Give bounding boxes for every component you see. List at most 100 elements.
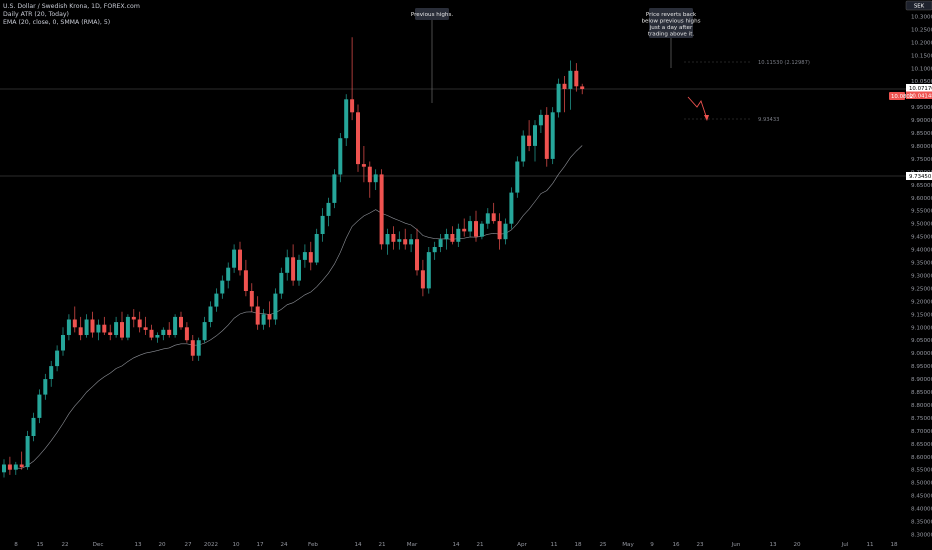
candle-body [444,234,449,240]
candle-body [432,247,437,253]
legend-symbol[interactable]: U.S. Dollar / Swedish Krona, 1D, FOREX.c… [3,3,140,10]
candle-body [190,340,195,356]
candle [556,78,561,118]
candle [137,311,142,333]
price-axis[interactable]: 10.3500010.3000010.2500010.2000010.15000… [889,0,932,538]
candle-body [568,70,573,89]
candle [267,301,272,328]
price-tick-label: 10.20000 [911,40,932,46]
price-tick-label: 9.25000 [911,286,932,292]
candle [37,389,42,424]
price-tick-label: 9.60000 [911,196,932,202]
price-tick-label: 8.40000 [911,507,932,513]
candle [409,234,414,253]
candle-body [243,270,248,291]
candle-body [409,239,414,245]
time-axis[interactable]: 8 15 22 Dec 13 20 27 2022 10 17 24 Feb 14 21 Mar 14 21 Ap… [14,542,898,548]
candle [66,314,71,341]
candle [332,169,337,209]
candle-body [485,213,490,224]
candle [249,283,254,312]
candle-body [344,99,349,139]
candle-body [420,270,425,289]
candle-body [161,329,166,335]
price-tick-label: 10.15000 [911,53,932,59]
candle [562,76,567,113]
legend-atr[interactable]: Daily ATR (20, Today) [3,11,69,18]
candle-body [291,257,296,281]
candle [226,262,231,289]
candle-body [72,319,77,328]
callout-text-reverts: trading above it. [648,32,695,38]
candle [43,373,48,400]
candle-body [155,335,160,338]
candle-body [503,223,508,240]
candle [415,228,419,276]
candle [90,311,95,338]
time-tick-label: 11 [550,542,558,548]
candle [515,156,520,198]
time-tick-label: 20 [793,542,801,548]
candle-body [308,252,313,263]
candle [509,187,514,229]
legend-ema[interactable]: EMA (20, close, 0, SMMA (RMA), 5) [3,19,111,26]
price-tick-label: 8.35000 [911,520,932,526]
candle-body [544,114,549,159]
candle-body [249,291,254,307]
candle [397,231,402,250]
candle [568,60,573,110]
candle-body [78,327,83,336]
candle-body [515,161,520,193]
candle-body [220,280,225,294]
time-tick-label: 10 [232,542,240,548]
price-tick-label: 8.95000 [911,364,932,370]
candle-body [214,293,219,307]
candle [25,430,30,470]
candle [527,120,532,152]
candle-body [173,316,178,335]
candle [580,83,585,95]
candle [19,451,24,470]
time-tick-label: Apr [517,542,527,548]
price-tick-label: 9.00000 [911,351,932,357]
candle-body [90,319,95,333]
candle [308,241,313,271]
candle-body [25,436,30,468]
candle-body [450,234,455,242]
price-tag-top-b-text: 10.04148 [909,93,932,99]
candle-body [131,316,136,320]
candle [243,259,248,297]
candle [84,314,89,338]
candle-body [208,306,213,322]
candle-body [326,202,331,216]
candle [255,296,260,330]
candle [438,234,443,253]
level-label-lower: 9.93433 [758,117,779,123]
price-tick-label: 9.10000 [911,325,932,331]
price-tag-mid [906,172,932,180]
price-tick-label: 8.75000 [911,416,932,422]
price-tick-label: 8.70000 [911,429,932,435]
price-tick-label: 8.80000 [911,403,932,409]
time-tick-label: 16 [672,542,680,548]
time-tick-label: 24 [280,542,288,548]
candle-body [114,322,119,335]
candle-body [125,316,130,338]
candle-body [285,257,290,273]
time-tick-label: 18 [890,542,898,548]
candle-body [320,215,325,234]
candle-body [302,252,307,260]
time-tick-label: 22 [61,542,68,548]
time-tick-label: 17 [256,542,264,548]
candle [350,37,355,121]
candle-body [361,164,366,167]
price-tick-label: 9.05000 [911,338,932,344]
candle [373,169,378,190]
candle [538,109,543,133]
candle-body [149,329,154,338]
candle-body [332,174,337,203]
candle [114,316,119,338]
candle-body [527,135,532,146]
